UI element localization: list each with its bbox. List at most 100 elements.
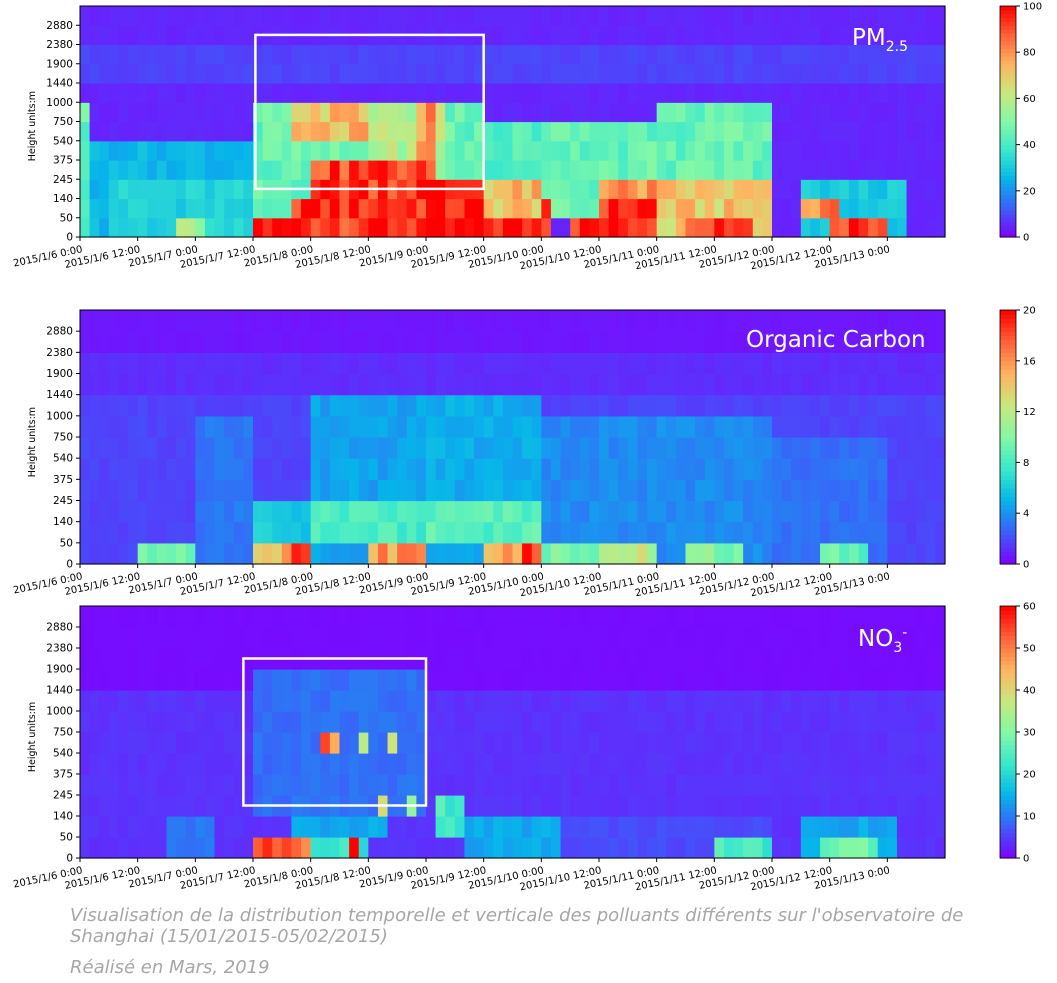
heatmap-cell [281,627,293,649]
heatmap-cell [233,179,244,200]
colorbar-segment [1000,740,1016,746]
heatmap-cell [570,669,581,691]
heatmap-cell [281,458,293,480]
heatmap-cell [589,310,600,332]
heatmap-cell [935,753,946,775]
heatmap-cell [781,352,792,375]
heatmap-cell [781,394,792,417]
heatmap-cell [291,542,302,565]
heatmap-cell [435,160,446,180]
heatmap-cell [195,160,206,180]
heatmap-cell [781,25,792,46]
heatmap-cell [675,102,687,123]
heatmap-cell [733,6,744,26]
heatmap-cell [704,25,715,46]
heatmap-cell [128,310,139,332]
heatmap-cell [377,44,389,65]
heatmap-cell [877,44,888,65]
heatmap-cell [243,500,254,523]
heatmap-cell [80,83,91,103]
heatmap-cell [704,542,715,565]
heatmap-cell [752,63,763,84]
heatmap-cell [108,373,120,396]
heatmap-cell [358,837,369,859]
heatmap-cell [493,816,504,838]
heatmap-cell [454,310,466,332]
heatmap-cell [656,373,667,396]
heatmap-cell [647,140,658,161]
heatmap-cell [108,437,120,459]
heatmap-cell [522,217,533,238]
heatmap-cell [887,63,898,84]
heatmap-cell [137,606,148,628]
heatmap-cell [349,542,360,565]
heatmap-cell [80,44,91,65]
heatmap-cell [406,6,417,26]
heatmap-cell [233,774,244,796]
heatmap-cell [848,394,860,417]
heatmap-cell [589,160,600,180]
heatmap-cell [483,415,494,438]
heatmap-cell [233,373,244,396]
heatmap-cell [820,648,831,670]
heatmap-cell [656,160,667,180]
heatmap-cell [281,310,293,332]
heatmap-cell [195,63,206,84]
colorbar-tick-label: 20 [1023,770,1036,781]
heatmap-cell [272,102,283,123]
heatmap-cell [723,816,735,838]
heatmap-cell [99,837,110,859]
heatmap-cell [377,711,389,733]
heatmap-cell [550,217,562,238]
heatmap-cell [589,121,600,142]
heatmap-cell [599,500,610,523]
colorbar-segment [1000,160,1016,165]
heatmap-cell [733,140,744,161]
heatmap-cell [608,179,619,200]
heatmap-cell [224,458,235,480]
colorbar-segment [1000,407,1016,413]
heatmap-cell [656,44,667,65]
heatmap-cell [195,331,206,353]
heatmap-cell [560,217,571,238]
heatmap-cell [483,774,494,796]
colorbar-segment [1000,774,1016,779]
heatmap-cell [416,6,427,26]
heatmap-cell [925,63,936,84]
heatmap-cell [887,217,898,238]
heatmap-cell [147,500,158,523]
heatmap-cell [445,500,456,523]
heatmap-cell [137,669,148,691]
heatmap-cell [435,415,446,438]
heatmap-cell [147,198,158,219]
heatmap-cell [647,711,658,733]
heatmap-cell [916,690,927,712]
heatmap-cell [310,373,321,396]
heatmap-cell [89,479,100,502]
heatmap-cell [810,415,821,438]
heatmap-cell [839,121,850,142]
heatmap-cell [435,774,446,796]
heatmap-cell [618,795,629,817]
colorbar-segment [1000,538,1016,544]
heatmap-cell [301,690,312,712]
colorbar-segment [1000,377,1016,383]
heatmap-cell [829,458,840,480]
heatmap-cell [349,198,360,219]
heatmap-cell [743,648,754,670]
heatmap-cell [377,479,389,502]
heatmap-cell [723,394,735,417]
heatmap-cell [541,606,552,628]
heatmap-cell [800,606,812,628]
heatmap-cell [445,732,456,754]
colorbar-segment [1000,639,1016,645]
heatmap-cell [599,774,610,796]
heatmap-cell [589,458,600,480]
heatmap-cell [685,121,696,142]
heatmap-cell [512,774,523,796]
heatmap-cell [89,179,100,200]
heatmap-cell [695,437,706,459]
heatmap-cell [512,331,523,353]
heatmap-cell [166,217,177,238]
heatmap-cell [214,63,225,84]
